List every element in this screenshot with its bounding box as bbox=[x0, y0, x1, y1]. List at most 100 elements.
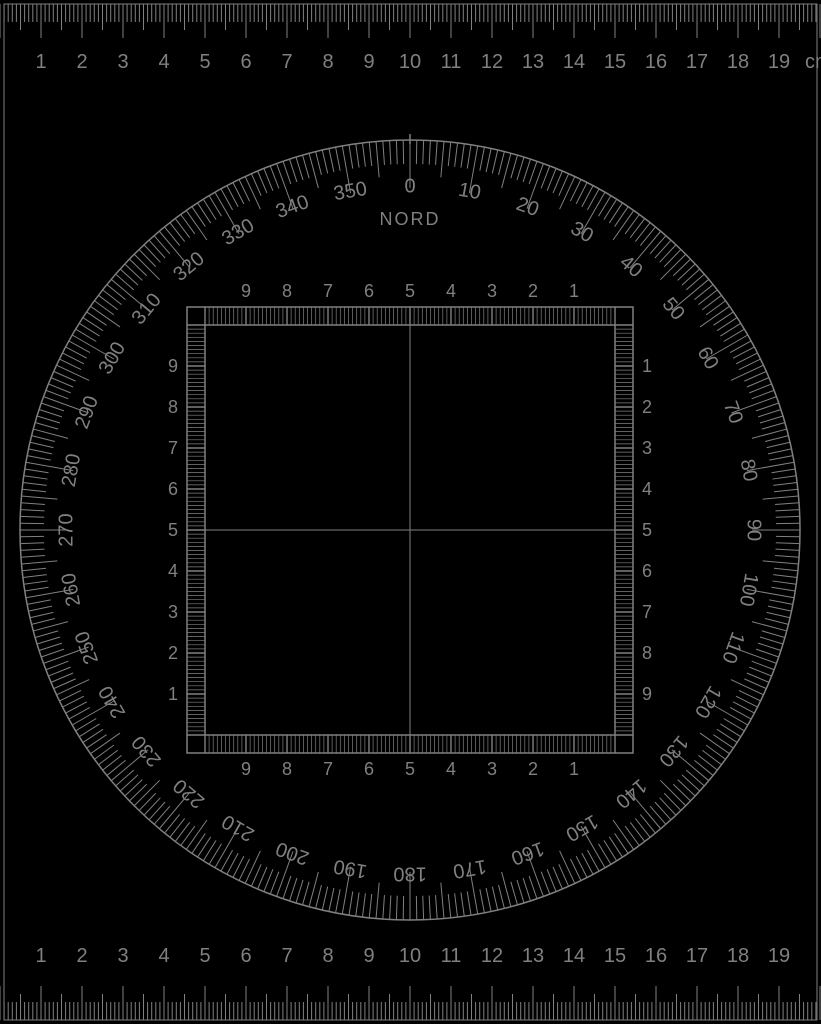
svg-text:150: 150 bbox=[562, 810, 602, 846]
svg-text:5: 5 bbox=[405, 281, 415, 301]
svg-text:8: 8 bbox=[642, 643, 652, 663]
svg-text:9: 9 bbox=[642, 684, 652, 704]
svg-text:15: 15 bbox=[604, 945, 626, 967]
svg-text:280: 280 bbox=[58, 452, 85, 489]
svg-text:4: 4 bbox=[158, 51, 169, 73]
svg-text:9: 9 bbox=[241, 759, 251, 779]
svg-text:1: 1 bbox=[569, 281, 579, 301]
svg-text:cm: cm bbox=[805, 51, 821, 73]
svg-text:210: 210 bbox=[218, 810, 258, 846]
svg-text:160: 160 bbox=[508, 837, 547, 869]
svg-text:9: 9 bbox=[241, 281, 251, 301]
svg-text:4: 4 bbox=[158, 945, 169, 967]
svg-text:90: 90 bbox=[743, 519, 765, 541]
svg-text:6: 6 bbox=[364, 281, 374, 301]
svg-text:330: 330 bbox=[218, 214, 258, 250]
svg-text:4: 4 bbox=[642, 479, 652, 499]
svg-text:4: 4 bbox=[168, 561, 178, 581]
svg-text:1: 1 bbox=[642, 356, 652, 376]
svg-text:9: 9 bbox=[363, 51, 374, 73]
svg-text:7: 7 bbox=[168, 438, 178, 458]
svg-text:11: 11 bbox=[441, 51, 462, 73]
svg-text:8: 8 bbox=[168, 397, 178, 417]
svg-text:11: 11 bbox=[441, 945, 462, 967]
svg-text:10: 10 bbox=[457, 179, 483, 205]
svg-text:250: 250 bbox=[71, 628, 103, 667]
svg-text:NORD: NORD bbox=[380, 209, 441, 229]
svg-text:110: 110 bbox=[717, 629, 749, 666]
svg-text:7: 7 bbox=[281, 945, 292, 967]
svg-text:3: 3 bbox=[487, 759, 497, 779]
svg-text:1: 1 bbox=[35, 945, 46, 967]
svg-text:8: 8 bbox=[322, 51, 333, 73]
svg-text:130: 130 bbox=[654, 731, 692, 771]
svg-text:5: 5 bbox=[199, 945, 210, 967]
svg-text:190: 190 bbox=[332, 855, 369, 882]
svg-text:10: 10 bbox=[399, 945, 421, 967]
svg-text:10: 10 bbox=[399, 51, 421, 73]
svg-text:3: 3 bbox=[487, 281, 497, 301]
svg-text:5: 5 bbox=[199, 51, 210, 73]
svg-text:18: 18 bbox=[727, 945, 749, 967]
svg-text:2: 2 bbox=[168, 643, 178, 663]
svg-text:12: 12 bbox=[481, 945, 503, 967]
svg-text:4: 4 bbox=[446, 759, 456, 779]
svg-text:3: 3 bbox=[117, 945, 128, 967]
svg-text:350: 350 bbox=[332, 178, 369, 205]
svg-text:2: 2 bbox=[76, 945, 87, 967]
svg-text:14: 14 bbox=[563, 51, 585, 73]
svg-text:1: 1 bbox=[569, 759, 579, 779]
svg-text:220: 220 bbox=[169, 774, 209, 812]
svg-text:8: 8 bbox=[322, 945, 333, 967]
svg-text:1: 1 bbox=[168, 684, 178, 704]
svg-text:60: 60 bbox=[693, 343, 723, 373]
svg-text:7: 7 bbox=[323, 759, 333, 779]
svg-text:14: 14 bbox=[563, 945, 585, 967]
svg-text:19: 19 bbox=[768, 945, 790, 967]
svg-text:230: 230 bbox=[128, 731, 166, 771]
svg-text:70: 70 bbox=[719, 398, 747, 426]
svg-text:8: 8 bbox=[282, 281, 292, 301]
svg-text:1: 1 bbox=[35, 51, 46, 73]
svg-text:2: 2 bbox=[528, 281, 538, 301]
svg-text:9: 9 bbox=[363, 945, 374, 967]
svg-text:19: 19 bbox=[768, 51, 790, 73]
svg-text:17: 17 bbox=[686, 945, 708, 967]
svg-text:120: 120 bbox=[690, 682, 726, 722]
svg-text:5: 5 bbox=[405, 759, 415, 779]
svg-text:13: 13 bbox=[522, 51, 544, 73]
svg-text:2: 2 bbox=[528, 759, 538, 779]
svg-text:310: 310 bbox=[128, 289, 166, 329]
svg-text:80: 80 bbox=[736, 457, 762, 483]
svg-text:6: 6 bbox=[168, 479, 178, 499]
svg-text:290: 290 bbox=[71, 393, 103, 432]
svg-text:3: 3 bbox=[117, 51, 128, 73]
svg-text:16: 16 bbox=[645, 51, 667, 73]
svg-text:7: 7 bbox=[323, 281, 333, 301]
svg-text:100: 100 bbox=[735, 571, 762, 608]
svg-text:2: 2 bbox=[76, 51, 87, 73]
svg-text:5: 5 bbox=[168, 520, 178, 540]
svg-text:240: 240 bbox=[94, 682, 130, 722]
svg-text:16: 16 bbox=[645, 945, 667, 967]
svg-text:340: 340 bbox=[273, 191, 312, 223]
svg-text:260: 260 bbox=[58, 571, 85, 608]
svg-text:50: 50 bbox=[658, 293, 689, 324]
svg-text:20: 20 bbox=[513, 193, 541, 221]
svg-text:6: 6 bbox=[240, 51, 251, 73]
svg-text:270: 270 bbox=[55, 513, 77, 546]
svg-text:7: 7 bbox=[642, 602, 652, 622]
svg-text:17: 17 bbox=[686, 51, 708, 73]
svg-text:8: 8 bbox=[282, 759, 292, 779]
svg-text:300: 300 bbox=[94, 338, 130, 378]
svg-text:320: 320 bbox=[169, 248, 209, 286]
svg-text:15: 15 bbox=[604, 51, 626, 73]
svg-text:12: 12 bbox=[481, 51, 503, 73]
svg-text:9: 9 bbox=[168, 356, 178, 376]
svg-text:140: 140 bbox=[611, 774, 651, 812]
svg-text:3: 3 bbox=[168, 602, 178, 622]
svg-text:7: 7 bbox=[281, 51, 292, 73]
svg-text:0: 0 bbox=[404, 175, 415, 197]
svg-text:4: 4 bbox=[446, 281, 456, 301]
svg-text:200: 200 bbox=[273, 837, 312, 869]
